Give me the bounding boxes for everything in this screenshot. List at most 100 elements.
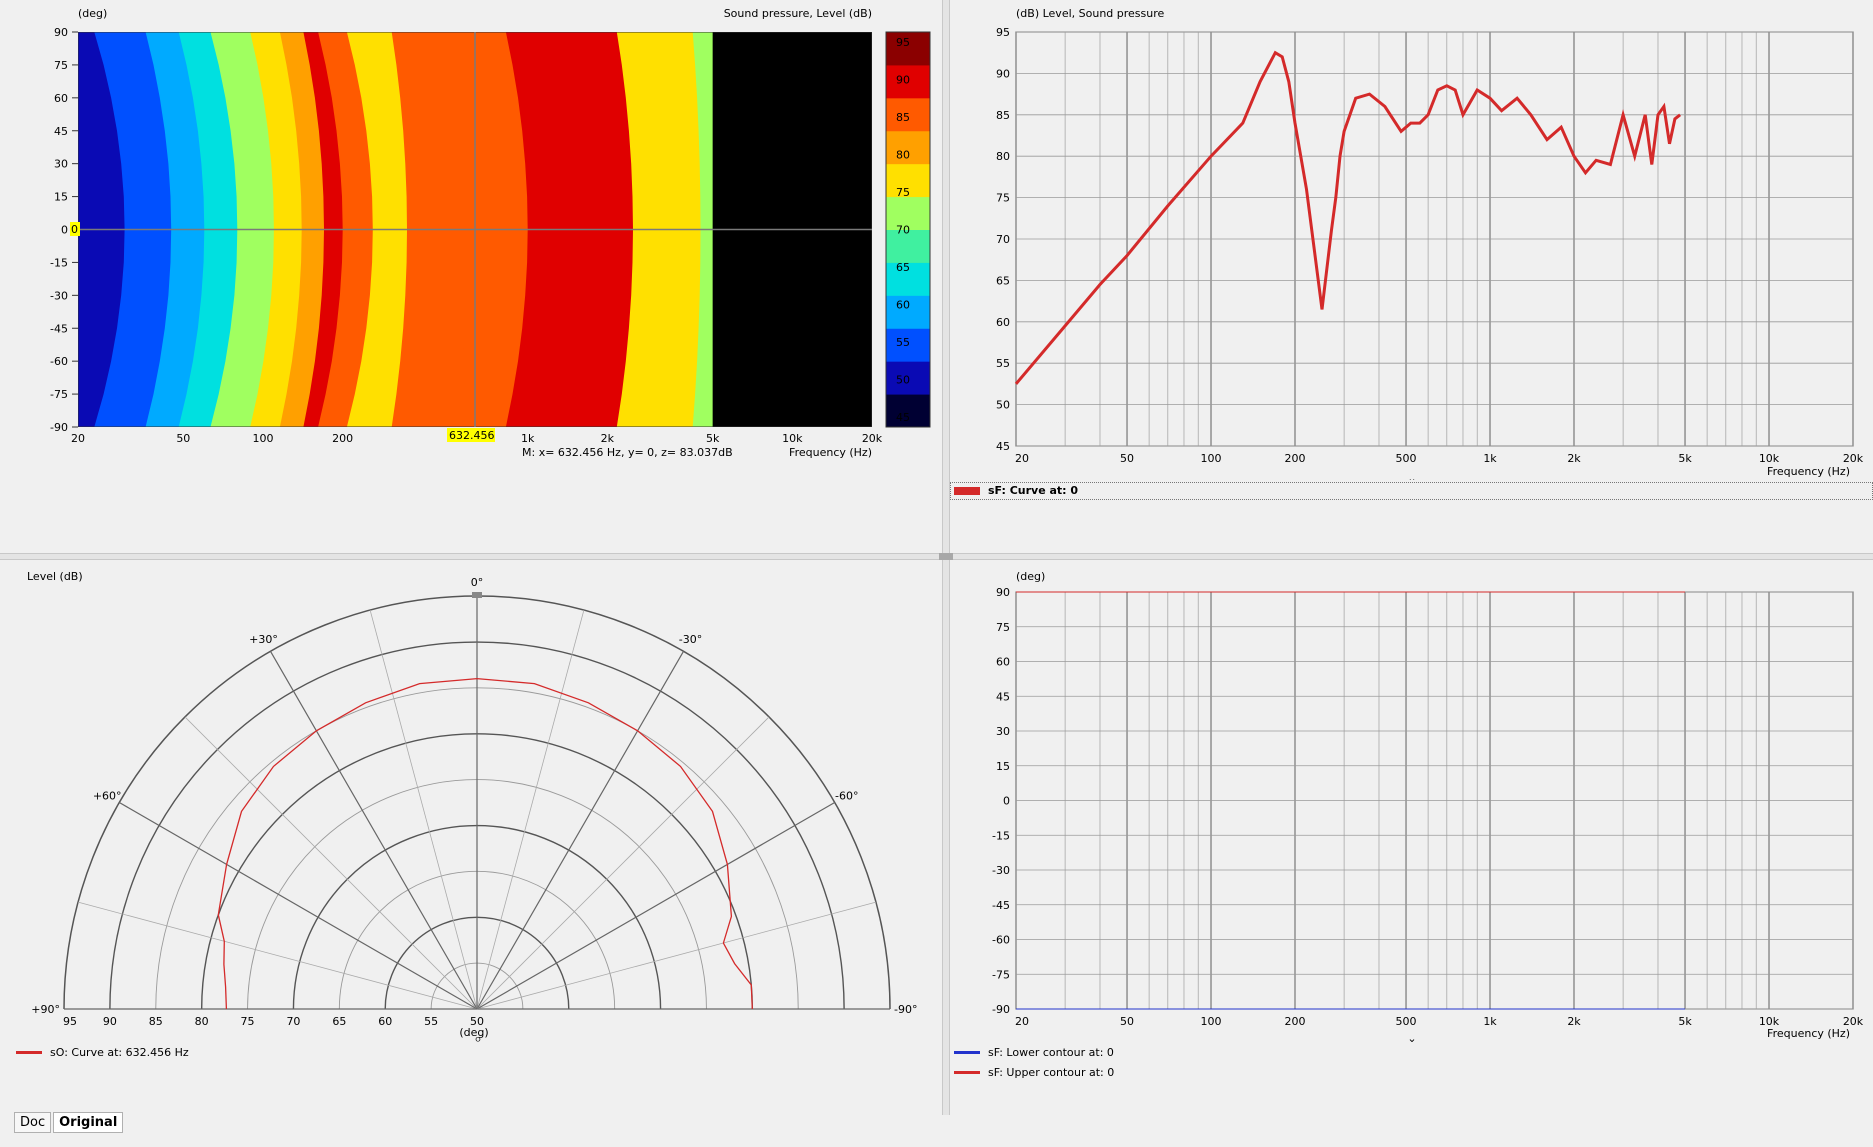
- colorbar-tick: 50: [896, 374, 910, 387]
- y-tick: -90: [992, 1003, 1010, 1016]
- y-tick: 45: [996, 690, 1010, 703]
- contour-x-tick: 50: [176, 432, 190, 445]
- polar-spoke: [476, 716, 770, 1010]
- polar-unit: (deg): [459, 1026, 488, 1039]
- polar-radial-tick: 80: [195, 1015, 209, 1028]
- polar-curve-line[interactable]: [217, 677, 753, 1010]
- contour-marker-y-label[interactable]: 0: [70, 222, 80, 236]
- x-tick: 20k: [1843, 452, 1864, 465]
- colorbar-tick: 60: [896, 299, 910, 312]
- y-tick: 70: [996, 233, 1010, 246]
- y-tick: 75: [996, 621, 1010, 634]
- colorbar-tick: 70: [896, 224, 910, 237]
- colorbar-tick: 55: [896, 336, 910, 349]
- x-tick: 1k: [1483, 452, 1497, 465]
- tab-doc[interactable]: Doc: [14, 1112, 52, 1133]
- polar-angle-label: +90°: [31, 1003, 60, 1016]
- levels-legend-lower[interactable]: sF: Lower contour at: 0: [954, 1046, 1114, 1059]
- colorbar-band: [886, 130, 930, 165]
- colorbar-band: [886, 97, 930, 132]
- freq-x-ticks: 20 50 100 200 500 1k 2k 5k 10k 20k: [1015, 452, 1864, 465]
- colorbar-tick: 80: [896, 149, 910, 162]
- freq-curve-line[interactable]: [1014, 50, 1682, 385]
- polar-spoke: [476, 609, 585, 1010]
- colorbar-band: [886, 328, 930, 362]
- contour-y-tick: 75: [54, 59, 68, 72]
- contour-x-ticks: 20 50 100 200 1k 2k 5k 10k 20k: [71, 432, 883, 445]
- contour-y-tick: 60: [54, 92, 68, 105]
- y-tick: 80: [996, 150, 1010, 163]
- x-tick: 20: [1015, 1015, 1029, 1028]
- colorbar-band: [886, 229, 930, 263]
- lower-legend-swatch: [954, 1051, 980, 1054]
- x-tick: 50: [1120, 1015, 1134, 1028]
- polar-radial-tick: 55: [424, 1015, 438, 1028]
- freq-y-title: (dB) Level, Sound pressure: [1016, 7, 1165, 20]
- levels-y-unit: (deg): [1016, 570, 1045, 583]
- levels-collapse-icon[interactable]: ⌄: [1407, 1032, 1416, 1045]
- colorbar-band: [886, 394, 930, 428]
- colorbar-band: [886, 295, 930, 329]
- contour-x-tick: 5k: [706, 432, 720, 445]
- freq-legend-label: sF: Curve at: 0: [988, 484, 1079, 497]
- polar-radial-tick: 85: [149, 1015, 163, 1028]
- polar-legend[interactable]: sO: Curve at: 632.456 Hz: [16, 1046, 189, 1059]
- levels-x-title: Frequency (Hz): [1767, 1027, 1850, 1040]
- polar-panel: Level (dB) 0° +30° -30° +60° -60° +90° -90° 95…: [0, 560, 942, 1115]
- polar-chart[interactable]: Level (dB) 0° +30° -30° +60° -60° +90° -90° 95…: [0, 560, 942, 1070]
- contour-plot-area[interactable]: [48, 32, 872, 427]
- contour-marker-x-label[interactable]: 632.456: [447, 428, 495, 442]
- polar-radial-ticks: 95 90 85 80 75 70 65 60 55 50: [63, 1015, 484, 1028]
- y-tick: 55: [996, 357, 1010, 370]
- contour-x-tick: 100: [252, 432, 273, 445]
- contour-x-title: Frequency (Hz): [789, 446, 872, 459]
- contour-y-tick: 15: [54, 191, 68, 204]
- polar-collapse-icon[interactable]: ᴼ: [475, 1035, 481, 1048]
- y-tick: 50: [996, 399, 1010, 412]
- contour-y-tick: 45: [54, 125, 68, 138]
- contour-x-tick: 20k: [862, 432, 883, 445]
- y-tick: 90: [996, 67, 1010, 80]
- polar-title: Level (dB): [27, 570, 83, 583]
- marker-y-value: 0: [71, 223, 78, 236]
- x-tick: 500: [1396, 452, 1417, 465]
- contour-y-tick: -45: [50, 322, 68, 335]
- polar-legend-swatch: [16, 1051, 42, 1054]
- polar-spoke: [476, 901, 877, 1010]
- contour-colorbar: 95 90 85 80 75 70 65 60 55 50 45: [885, 31, 931, 428]
- contour-y-tick: 90: [54, 26, 68, 39]
- x-tick: 500: [1396, 1015, 1417, 1028]
- frequency-response-panel: (dB) Level, Sound pressure 95 90 85 80 75 70 6…: [950, 0, 1873, 553]
- contour-levels-chart[interactable]: (deg) 90 75 60 45 30 15 0 -15 -30 -45 -60 -75 -90 20…: [950, 560, 1873, 1045]
- contour-levels-panel: (deg) 90 75 60 45 30 15 0 -15 -30 -45 -60 -75 -90 20…: [950, 560, 1873, 1115]
- contour-readout: M: x= 632.456 Hz, y= 0, z= 83.037dB: [522, 446, 733, 459]
- polar-grid: [63, 595, 891, 1010]
- polar-angle-label: +30°: [249, 633, 278, 646]
- polar-radial-tick: 65: [332, 1015, 346, 1028]
- polar-spoke: [119, 801, 478, 1010]
- polar-spoke: [476, 801, 835, 1010]
- polar-angle-label: +60°: [93, 790, 122, 803]
- polar-spoke: [184, 716, 478, 1010]
- colorbar-tick: 45: [896, 411, 910, 424]
- freq-y-ticks: 95 90 85 80 75 70 65 60 55 50 45: [996, 26, 1010, 453]
- y-tick: 0: [1003, 795, 1010, 808]
- horizontal-splitter[interactable]: [0, 553, 1873, 560]
- contour-y-tick: -75: [50, 388, 68, 401]
- frequency-response-chart[interactable]: (dB) Level, Sound pressure 95 90 85 80 75 70 6…: [950, 0, 1873, 485]
- freq-legend-swatch: [954, 486, 980, 495]
- splitter-knob[interactable]: [939, 553, 953, 560]
- x-tick: 200: [1285, 1015, 1306, 1028]
- freq-collapse-icon[interactable]: ⌄: [1407, 472, 1416, 485]
- freq-legend[interactable]: sF: Curve at: 0: [954, 484, 1078, 497]
- contour-y-unit: (deg): [78, 7, 107, 20]
- contour-chart[interactable]: (deg) Sound pressure, Level (dB) 90 75 60 4…: [0, 0, 942, 553]
- freq-legend-box: [950, 482, 1873, 500]
- tab-original[interactable]: Original: [53, 1112, 124, 1133]
- y-tick: 60: [996, 316, 1010, 329]
- freq-grid: [1015, 31, 1854, 447]
- levels-legend-upper[interactable]: sF: Upper contour at: 0: [954, 1066, 1114, 1079]
- contour-x-tick: 10k: [782, 432, 803, 445]
- y-tick: -15: [992, 829, 1010, 842]
- x-tick: 1k: [1483, 1015, 1497, 1028]
